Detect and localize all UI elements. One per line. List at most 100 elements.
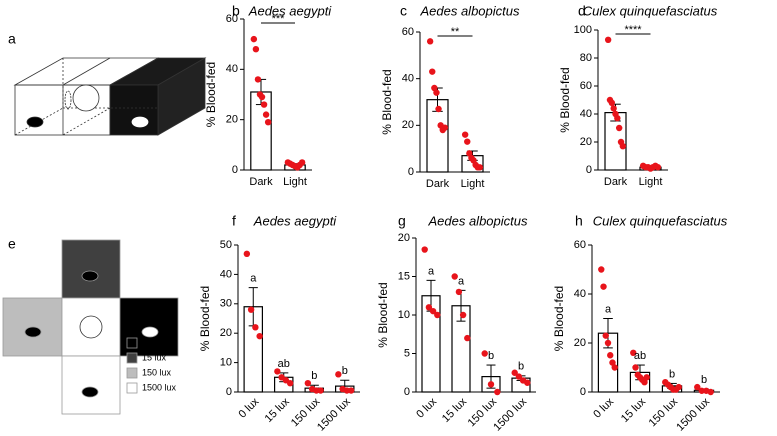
y-tick-label: 20 [580,136,592,148]
two-chamber-diagram [13,57,207,136]
legend-swatch [126,382,138,394]
data-point [254,76,262,83]
y-tick-label: 20 [226,114,238,126]
y-tick-label: 60 [226,13,238,25]
data-point [675,383,682,391]
y-tick-label: 10 [398,309,410,321]
y-axis-label: % Blood-fed [204,62,218,127]
group-letter: a [428,265,435,277]
y-tick-label: 60 [574,239,586,251]
data-point [598,266,605,273]
data-point [274,368,281,375]
panel-label: a [8,31,16,47]
data-point [455,288,463,296]
y-tick-label: 60 [402,26,414,38]
legend-label: 15 lux [142,352,167,362]
data-point [433,89,440,96]
data-point [335,371,342,378]
panel-label: c [400,3,407,19]
group-letter: ab [634,350,646,362]
data-point [643,374,650,381]
data-point [615,124,623,132]
legend-label: 150 lux [142,367,172,377]
five-chamber-diagram [2,239,179,415]
data-point [515,373,523,380]
group-letter: b [669,368,675,380]
data-point [304,379,312,387]
data-point [260,101,268,108]
y-tick-label: 40 [226,63,238,75]
group-letter: a [250,273,257,285]
y-tick-label: 0 [586,164,592,176]
y-tick-label: 50 [220,239,232,251]
chart-title: Culex quinquefasciatus [583,3,718,18]
data-point [252,46,260,53]
x-tick-label: 0 lux [591,395,616,420]
data-point [243,250,251,258]
data-point [608,99,616,107]
panel-label: h [575,213,583,229]
data-point [459,311,467,319]
legend-label: 1500 lux [142,382,177,392]
data-point [602,332,609,339]
significance-label: ** [451,26,460,38]
group-letter: b [518,361,524,373]
x-tick-label: 1500 lux [491,395,529,433]
data-point [511,369,518,376]
y-tick-label: 20 [398,232,410,244]
data-point [609,359,616,366]
data-point [421,246,428,253]
group-letter: ab [278,358,290,370]
data-point [250,35,258,43]
data-point [461,131,469,138]
y-tick-label: 30 [220,298,232,310]
y-tick-label: 0 [580,386,586,398]
data-point [604,36,612,43]
data-point [610,105,617,112]
data-point [425,304,433,311]
chart-title: Aedes aegypti [253,213,338,228]
data-point [317,387,324,394]
data-point [494,388,501,396]
y-tick-label: 10 [220,357,232,369]
y-tick-label: 60 [580,80,592,92]
data-point [481,350,488,357]
legend-swatch [126,352,138,364]
legend-swatch [126,337,138,349]
data-point [247,306,255,313]
y-axis-label: % Blood-fed [558,67,572,132]
x-tick-label: Light [461,178,485,190]
data-point [347,387,355,394]
significance-label: **** [624,24,642,36]
y-axis-label: % Blood-fed [198,286,212,351]
y-tick-label: 40 [220,268,232,280]
data-point [707,388,714,396]
y-tick-label: 40 [402,73,414,85]
y-tick-label: 100 [574,24,592,36]
data-point [298,159,306,166]
data-point [435,105,442,113]
legend-label: 0 lux [142,337,162,347]
y-tick-label: 80 [580,52,592,64]
data-point [434,311,441,319]
group-letter: b [701,374,707,386]
data-point [600,283,607,290]
data-point [524,379,531,386]
panel-label: g [398,213,406,229]
data-point [464,138,471,145]
chart-title: Culex quinquefasciatus [593,213,728,228]
data-point [611,364,618,371]
x-tick-label: Dark [426,178,450,190]
group-letter: a [458,275,465,287]
y-axis-label: % Blood-fed [380,69,394,134]
y-tick-label: 0 [232,164,238,176]
data-point [252,324,259,331]
y-tick-label: 0 [404,386,410,398]
data-point [429,307,437,315]
data-point [632,364,639,371]
y-axis-label: % Blood-fed [552,286,566,351]
data-point [426,38,434,45]
group-letter: b [342,365,348,377]
data-point [264,118,272,126]
